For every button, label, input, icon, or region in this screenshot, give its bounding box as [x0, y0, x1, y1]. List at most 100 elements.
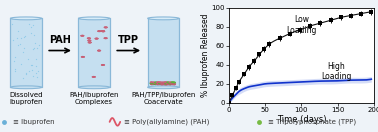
Ellipse shape [96, 38, 98, 39]
Ellipse shape [160, 84, 161, 85]
Ellipse shape [164, 83, 167, 84]
Ellipse shape [102, 65, 104, 66]
Ellipse shape [163, 84, 164, 85]
Ellipse shape [83, 35, 84, 36]
Ellipse shape [81, 35, 84, 36]
Ellipse shape [155, 82, 156, 83]
Ellipse shape [161, 84, 162, 85]
FancyBboxPatch shape [79, 18, 110, 87]
Ellipse shape [171, 82, 172, 83]
Ellipse shape [152, 84, 153, 85]
Ellipse shape [169, 84, 171, 85]
Ellipse shape [156, 84, 159, 85]
Ellipse shape [161, 82, 162, 83]
Ellipse shape [158, 83, 159, 84]
Ellipse shape [166, 84, 167, 85]
Ellipse shape [160, 82, 161, 83]
Ellipse shape [164, 82, 166, 83]
Ellipse shape [167, 84, 168, 85]
Ellipse shape [92, 76, 93, 77]
Ellipse shape [165, 82, 167, 83]
Ellipse shape [158, 82, 160, 83]
Ellipse shape [88, 42, 90, 43]
Ellipse shape [162, 84, 164, 85]
Ellipse shape [82, 35, 84, 36]
Ellipse shape [154, 82, 156, 83]
Ellipse shape [163, 83, 165, 84]
Ellipse shape [156, 83, 157, 84]
Ellipse shape [163, 82, 166, 83]
Ellipse shape [167, 83, 169, 84]
Ellipse shape [166, 82, 167, 83]
Ellipse shape [157, 84, 158, 85]
Ellipse shape [153, 84, 155, 85]
Ellipse shape [163, 84, 165, 85]
Ellipse shape [156, 84, 157, 85]
Ellipse shape [150, 84, 152, 85]
Ellipse shape [81, 35, 82, 36]
Ellipse shape [155, 83, 156, 84]
Ellipse shape [168, 83, 169, 84]
Ellipse shape [156, 83, 157, 84]
Ellipse shape [166, 83, 168, 84]
Ellipse shape [102, 31, 103, 32]
Ellipse shape [95, 38, 98, 39]
Ellipse shape [164, 83, 166, 84]
Ellipse shape [168, 84, 169, 85]
Ellipse shape [101, 31, 102, 32]
Ellipse shape [155, 82, 157, 83]
Ellipse shape [88, 42, 91, 43]
Ellipse shape [104, 27, 107, 28]
Ellipse shape [165, 82, 166, 83]
Ellipse shape [106, 38, 108, 39]
Ellipse shape [150, 83, 152, 84]
Ellipse shape [95, 38, 96, 39]
Ellipse shape [171, 82, 174, 83]
Ellipse shape [160, 84, 162, 85]
Ellipse shape [98, 31, 100, 32]
Text: ≡ Ibuprofen: ≡ Ibuprofen [13, 119, 55, 125]
Ellipse shape [172, 82, 174, 83]
Ellipse shape [105, 38, 107, 39]
Ellipse shape [161, 83, 162, 84]
Ellipse shape [156, 82, 158, 83]
Ellipse shape [164, 82, 166, 83]
Ellipse shape [98, 31, 101, 32]
Ellipse shape [156, 82, 157, 83]
Ellipse shape [172, 82, 173, 83]
Ellipse shape [175, 83, 176, 84]
Ellipse shape [161, 83, 162, 84]
Ellipse shape [95, 38, 96, 39]
FancyBboxPatch shape [11, 18, 42, 87]
Ellipse shape [160, 82, 161, 83]
Ellipse shape [153, 82, 154, 83]
Ellipse shape [156, 83, 157, 84]
Ellipse shape [169, 82, 170, 83]
Ellipse shape [168, 83, 170, 84]
Ellipse shape [94, 77, 95, 78]
Ellipse shape [97, 50, 99, 51]
Ellipse shape [173, 82, 175, 83]
Ellipse shape [105, 37, 107, 38]
Ellipse shape [81, 35, 83, 36]
Ellipse shape [89, 38, 90, 39]
Ellipse shape [155, 84, 157, 85]
Ellipse shape [154, 82, 155, 83]
Ellipse shape [94, 76, 95, 77]
Ellipse shape [102, 64, 104, 66]
Ellipse shape [164, 83, 166, 84]
Ellipse shape [160, 83, 161, 84]
X-axis label: Time (days): Time (days) [277, 115, 326, 124]
Ellipse shape [101, 31, 103, 32]
Ellipse shape [169, 83, 171, 84]
Ellipse shape [173, 82, 174, 83]
Ellipse shape [103, 64, 104, 65]
Ellipse shape [172, 84, 174, 85]
Ellipse shape [171, 84, 174, 85]
Ellipse shape [159, 84, 160, 85]
Ellipse shape [104, 38, 105, 39]
Ellipse shape [154, 82, 155, 83]
Ellipse shape [104, 38, 107, 39]
Ellipse shape [82, 56, 84, 57]
Ellipse shape [98, 50, 101, 51]
